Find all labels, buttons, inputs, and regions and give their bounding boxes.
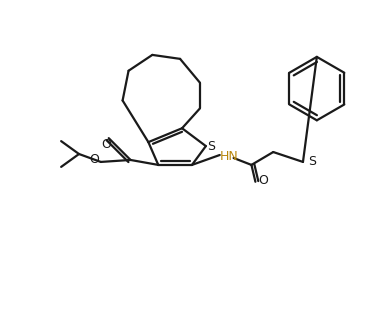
- Text: S: S: [308, 155, 316, 168]
- Text: HN: HN: [220, 150, 239, 163]
- Text: O: O: [259, 174, 268, 187]
- Text: O: O: [101, 138, 111, 151]
- Text: S: S: [207, 140, 215, 153]
- Text: O: O: [89, 153, 99, 166]
